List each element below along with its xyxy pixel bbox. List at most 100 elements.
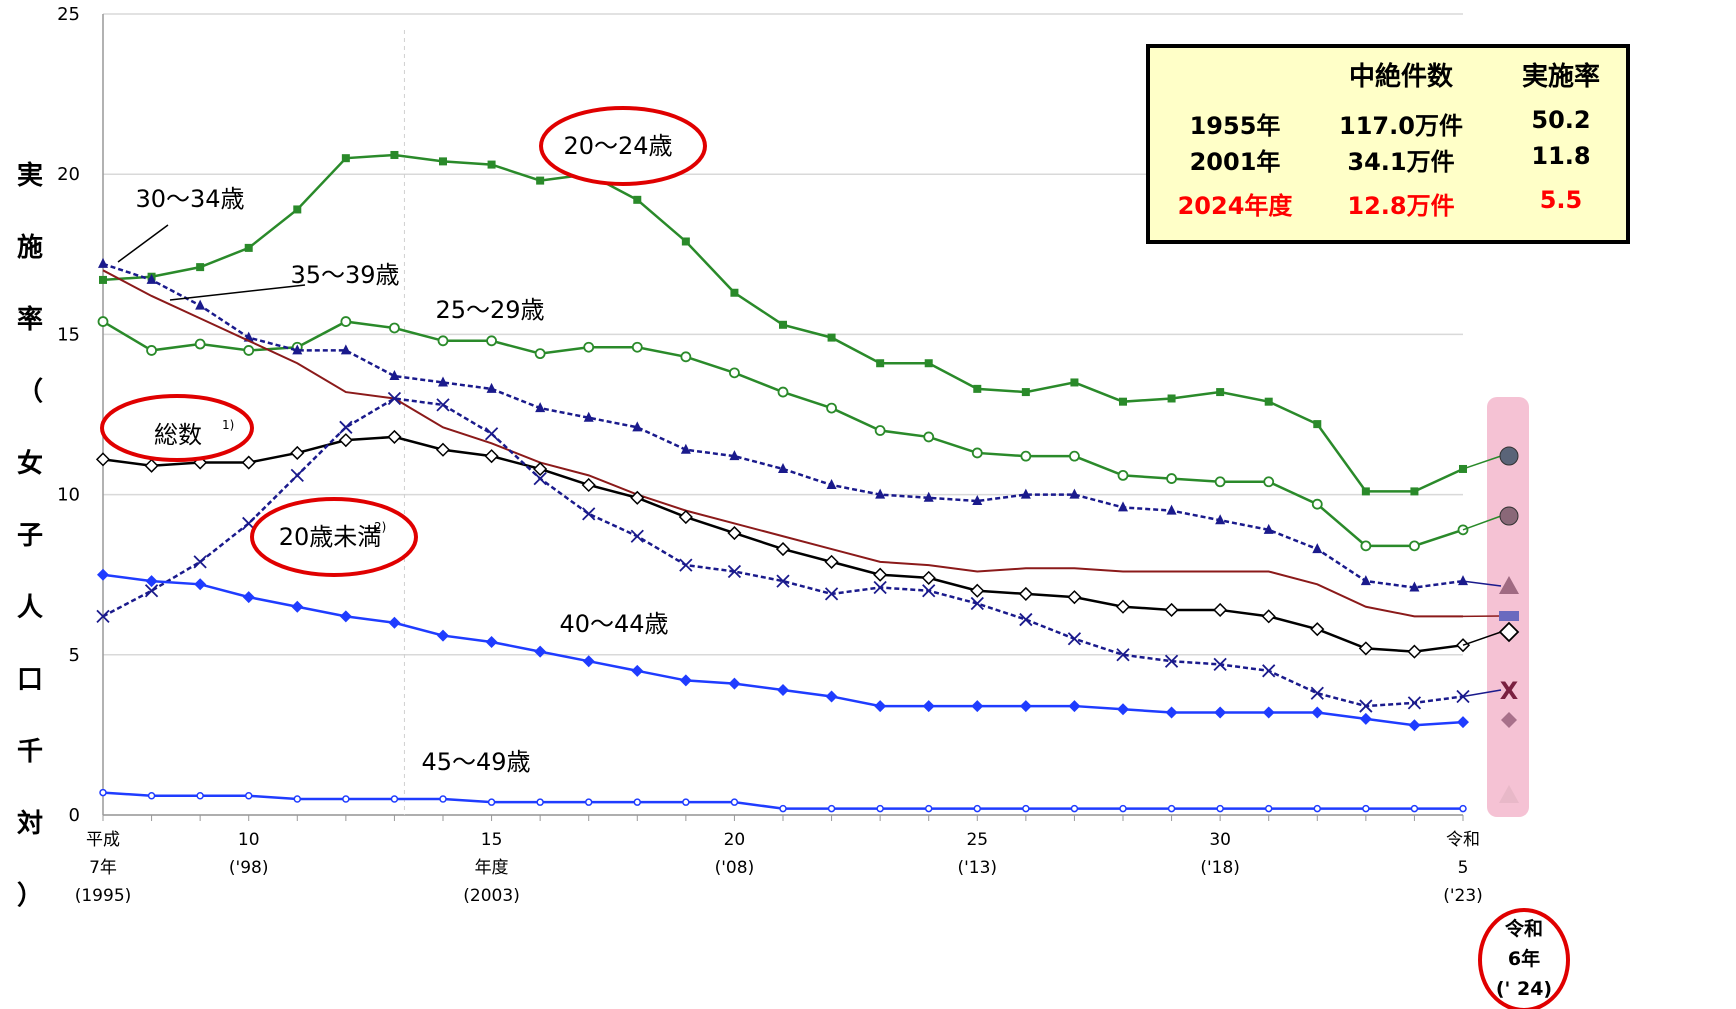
data-point [632,421,643,432]
summary-row-rate: 11.8 [1531,142,1591,170]
summary-row-year: 2001年 [1189,148,1281,176]
data-point [1310,622,1325,637]
x-tick-label: 5 [1458,858,1469,878]
data-point [1410,487,1419,496]
y-axis-title: 実施率 （ 女子人口千対 ） [12,140,48,932]
data-point [1407,644,1422,659]
data-point [195,299,206,310]
summary-header-count: 中絶件数 [1348,62,1453,92]
summary-row-year-highlight: 2024年度 [1177,192,1293,220]
data-point [970,583,985,598]
y-axis-title-char: 施 [16,233,43,263]
data-point [973,804,982,813]
y-axis-title-char: 女 [16,449,43,479]
data-point [1069,450,1080,462]
data-point [775,542,791,557]
data-point [824,554,839,569]
data-point [778,462,788,473]
data-point [1311,706,1324,719]
red-circle-label [539,106,707,186]
data-point [1117,703,1129,716]
label-pointer [169,284,306,301]
series-label-footnote: 2) [374,520,386,534]
data-point [584,798,593,806]
data-point [341,154,350,163]
data-point [534,645,547,658]
y-axis-title-char: 千 [16,737,43,767]
summary-row-year: 1955年 [1189,112,1281,140]
connector-line [1462,580,1502,587]
x-tick-label: 年度 [475,858,509,878]
x-tick-label: 令和 [1446,830,1480,850]
y-axis-title-char: 人 [16,593,43,623]
data-point [339,420,353,434]
connector-line [1462,689,1502,698]
series-line [102,262,1464,589]
red-circle-label [100,394,254,462]
data-point [1263,476,1275,488]
data-point [436,398,450,412]
data-point [583,341,595,353]
data-point [1264,397,1273,406]
highlight-band-2024 [1487,397,1529,817]
data-point [387,429,402,444]
data-point [970,596,984,611]
connector-line [1462,631,1502,646]
data-point [1312,543,1323,554]
red-circle-2024 [1478,908,1570,1009]
series-label-footnote: 1) [222,418,234,432]
series-label: 45～49歳 [421,748,530,776]
data-point [292,344,303,355]
x-tick-label: ('08) [715,858,755,878]
data-point [730,288,739,297]
data-point [876,359,885,368]
connector-line [1462,455,1502,470]
data-point [1358,641,1373,656]
data-point [1119,397,1127,406]
data-point [242,591,255,604]
data-point [1020,450,1032,462]
data-point [728,677,741,690]
data-point [1215,514,1226,525]
y-axis-title-char: 口 [16,665,43,695]
y-tick-label: 5 [69,645,80,666]
data-point [144,458,159,473]
data-point [630,490,645,505]
data-point [876,804,884,813]
data-point [779,804,787,813]
data-point [196,263,205,272]
summary-header-rate: 実施率 [1521,62,1600,92]
data-point [1459,804,1467,813]
data-point [874,700,887,713]
data-point [1068,700,1081,713]
data-point [1360,540,1372,552]
data-point [340,344,351,355]
highlight-point-2024 [1499,446,1519,466]
highlight-point-2024 [1501,712,1517,728]
data-point [536,798,544,806]
data-point [242,516,256,531]
data-point [293,205,302,214]
data-point [486,335,497,347]
data-point [826,478,837,489]
summary-row-rate: 50.2 [1531,106,1591,134]
data-point [729,367,740,379]
data-point [534,348,546,360]
x-tick-label: 30 [1209,830,1231,850]
data-point [95,452,111,467]
data-point [631,664,644,677]
data-point [1261,609,1276,624]
highlight-point-2024: X [1500,677,1519,705]
data-point [533,461,548,477]
data-point [921,570,936,585]
data-point [290,468,304,483]
data-point [339,610,352,623]
data-point [439,157,447,166]
data-point [487,160,496,169]
summary-row-count: 117.0万件 [1339,112,1463,140]
data-point [631,341,643,353]
data-point [193,555,207,569]
data-point [875,488,886,499]
series-label: 20歳未満 [279,523,382,551]
data-point [922,700,935,713]
